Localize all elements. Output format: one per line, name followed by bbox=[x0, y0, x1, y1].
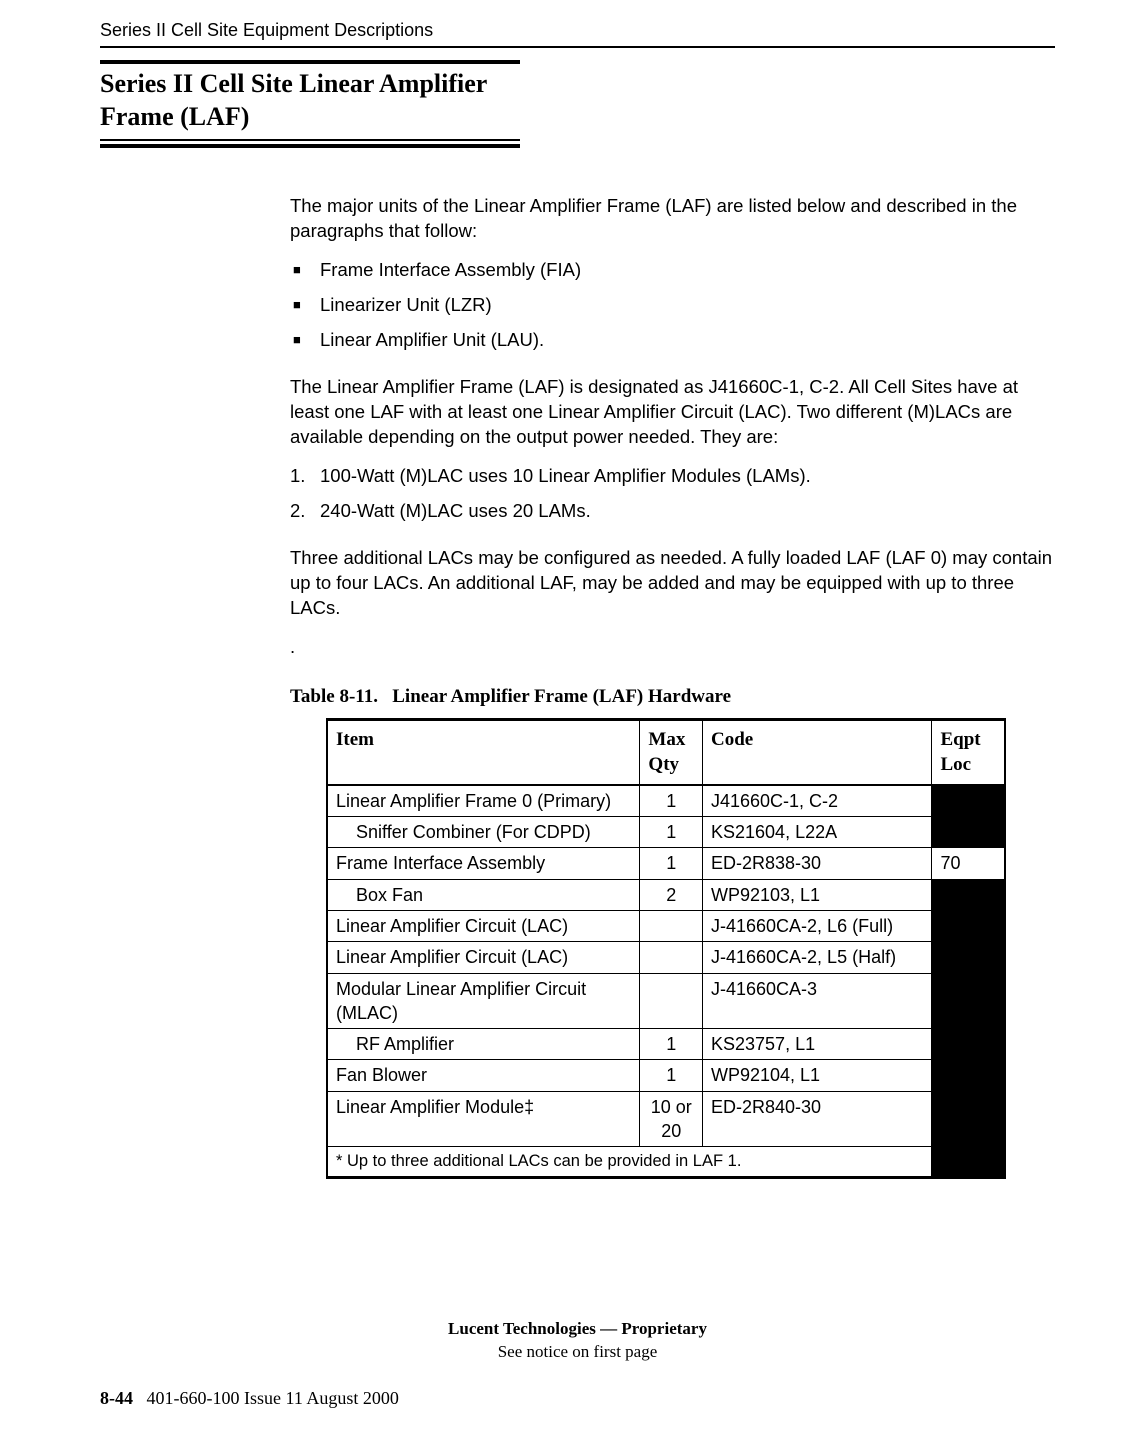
list-item: Linearizer Unit (LZR) bbox=[320, 293, 1055, 318]
table-row: Linear Amplifier Circuit (LAC) J-41660CA-… bbox=[327, 942, 1005, 973]
cell-qty: 1 bbox=[640, 1029, 703, 1060]
table-row: Linear Amplifier Module‡10 or 20ED-2R840… bbox=[327, 1091, 1005, 1147]
list-item: Frame Interface Assembly (FIA) bbox=[320, 258, 1055, 283]
cell-item: Frame Interface Assembly bbox=[327, 848, 640, 879]
cell-loc: 70 bbox=[932, 848, 1005, 879]
doc-info: 401-660-100 Issue 11 August 2000 bbox=[147, 1388, 399, 1408]
cell-loc bbox=[932, 1029, 1005, 1060]
table-row: Sniffer Combiner (For CDPD)1KS21604, L22… bbox=[327, 817, 1005, 848]
cell-qty: 1 bbox=[640, 785, 703, 817]
table-caption-label: Table 8-11. bbox=[290, 686, 378, 707]
footer-proprietary-sub: See notice on first page bbox=[498, 1342, 658, 1361]
table-caption: Table 8-11. Linear Amplifier Frame (LAF)… bbox=[290, 684, 1055, 710]
title-rule-mid bbox=[100, 139, 520, 141]
cell-loc bbox=[932, 1091, 1005, 1147]
list-item: 2.240-Watt (M)LAC uses 20 LAMs. bbox=[320, 499, 1055, 524]
config-paragraph: Three additional LACs may be configured … bbox=[290, 546, 1055, 621]
cell-code: ED-2R840-30 bbox=[703, 1091, 932, 1147]
running-header: Series II Cell Site Equipment Descriptio… bbox=[100, 18, 1055, 42]
list-item: 1.100-Watt (M)LAC uses 10 Linear Amplifi… bbox=[320, 464, 1055, 489]
mlac-numbered-list: 1. 100-Watt (M)LAC uses 10 Linear Amplifi… bbox=[290, 464, 1055, 524]
cell-code: WP92103, L1 bbox=[703, 879, 932, 910]
cell-code: KS21604, L22A bbox=[703, 817, 932, 848]
footer-proprietary: Lucent Technologies — Proprietary See no… bbox=[100, 1318, 1055, 1364]
cell-item: Fan Blower bbox=[327, 1060, 640, 1091]
col-header-code: Code bbox=[703, 719, 932, 785]
cell-code: KS23757, L1 bbox=[703, 1029, 932, 1060]
cell-item: Linear Amplifier Module‡ bbox=[327, 1091, 640, 1147]
list-text: 100-Watt (M)LAC uses 10 Linear Amplifier… bbox=[320, 465, 811, 486]
header-rule bbox=[100, 46, 1055, 48]
cell-qty: 10 or 20 bbox=[640, 1091, 703, 1147]
table-footnote: * Up to three additional LACs can be pro… bbox=[327, 1147, 932, 1177]
cell-loc bbox=[932, 973, 1005, 1029]
list-text: 240-Watt (M)LAC uses 20 LAMs. bbox=[320, 500, 591, 521]
table-row: Frame Interface Assembly1ED-2R838-3070 bbox=[327, 848, 1005, 879]
cell-qty: 1 bbox=[640, 848, 703, 879]
cell-qty bbox=[640, 910, 703, 941]
footer-pageinfo: 8-44 401-660-100 Issue 11 August 2000 bbox=[100, 1386, 1055, 1410]
intro-paragraph: The major units of the Linear Amplifier … bbox=[290, 194, 1055, 244]
page-footer: Lucent Technologies — Proprietary See no… bbox=[100, 1318, 1055, 1410]
table-footnote-row: * Up to three additional LACs can be pro… bbox=[327, 1147, 1005, 1177]
col-header-item: Item bbox=[327, 719, 640, 785]
cell-code: ED-2R838-30 bbox=[703, 848, 932, 879]
cell-qty bbox=[640, 942, 703, 973]
cell-item: Modular Linear Amplifier Circuit (MLAC) bbox=[327, 973, 640, 1029]
cell-qty: 1 bbox=[640, 1060, 703, 1091]
hardware-table-wrap: Item Max Qty Code Eqpt Loc Linear Amplif… bbox=[326, 718, 1055, 1179]
list-number: 2. bbox=[290, 499, 314, 524]
cell-loc bbox=[932, 817, 1005, 848]
table-row: Box Fan2WP92103, L1 bbox=[327, 879, 1005, 910]
table-row: Modular Linear Amplifier Circuit (MLAC) J… bbox=[327, 973, 1005, 1029]
list-item: Linear Amplifier Unit (LAU). bbox=[320, 328, 1055, 353]
cell-qty bbox=[640, 973, 703, 1029]
cell-item: Linear Amplifier Circuit (LAC) bbox=[327, 910, 640, 941]
cell-loc bbox=[932, 1060, 1005, 1091]
designation-paragraph: The Linear Amplifier Frame (LAF) is desi… bbox=[290, 375, 1055, 450]
cell-loc bbox=[932, 910, 1005, 941]
cell-code: WP92104, L1 bbox=[703, 1060, 932, 1091]
cell-loc bbox=[932, 785, 1005, 817]
col-header-qty: Max Qty bbox=[640, 719, 703, 785]
cell-item: RF Amplifier bbox=[327, 1029, 640, 1060]
footer-proprietary-bold: Lucent Technologies — Proprietary bbox=[448, 1319, 707, 1338]
cell-qty: 1 bbox=[640, 817, 703, 848]
section-title: Series II Cell Site Linear Amplifier Fra… bbox=[100, 64, 520, 139]
cell-item: Sniffer Combiner (For CDPD) bbox=[327, 817, 640, 848]
cell-item: Box Fan bbox=[327, 879, 640, 910]
cell-item: Linear Amplifier Frame 0 (Primary) bbox=[327, 785, 640, 817]
cell-code: J41660C-1, C-2 bbox=[703, 785, 932, 817]
page-number: 8-44 bbox=[100, 1388, 133, 1408]
unit-bullet-list: Frame Interface Assembly (FIA) Linearize… bbox=[290, 258, 1055, 353]
title-rule-bot bbox=[100, 144, 520, 148]
list-number: 1. bbox=[290, 464, 314, 489]
cell-qty: 2 bbox=[640, 879, 703, 910]
cell-code: J-41660CA-3 bbox=[703, 973, 932, 1029]
stray-period: . bbox=[290, 635, 1055, 660]
cell-code: J-41660CA-2, L6 (Full) bbox=[703, 910, 932, 941]
table-header-row: Item Max Qty Code Eqpt Loc bbox=[327, 719, 1005, 785]
cell-loc bbox=[932, 942, 1005, 973]
cell-code: J-41660CA-2, L5 (Half) bbox=[703, 942, 932, 973]
table-row: Linear Amplifier Circuit (LAC) J-41660CA-… bbox=[327, 910, 1005, 941]
table-row: RF Amplifier1KS23757, L1 bbox=[327, 1029, 1005, 1060]
section-title-block: Series II Cell Site Linear Amplifier Fra… bbox=[100, 60, 520, 148]
table-row: Linear Amplifier Frame 0 (Primary)1J4166… bbox=[327, 785, 1005, 817]
col-header-loc: Eqpt Loc bbox=[932, 719, 1005, 785]
table-footnote-loc bbox=[932, 1147, 1005, 1177]
cell-loc bbox=[932, 879, 1005, 910]
table-row: Fan Blower1WP92104, L1 bbox=[327, 1060, 1005, 1091]
table-caption-text: Linear Amplifier Frame (LAF) Hardware bbox=[392, 686, 731, 707]
hardware-table: Item Max Qty Code Eqpt Loc Linear Amplif… bbox=[326, 718, 1006, 1179]
cell-item: Linear Amplifier Circuit (LAC) bbox=[327, 942, 640, 973]
